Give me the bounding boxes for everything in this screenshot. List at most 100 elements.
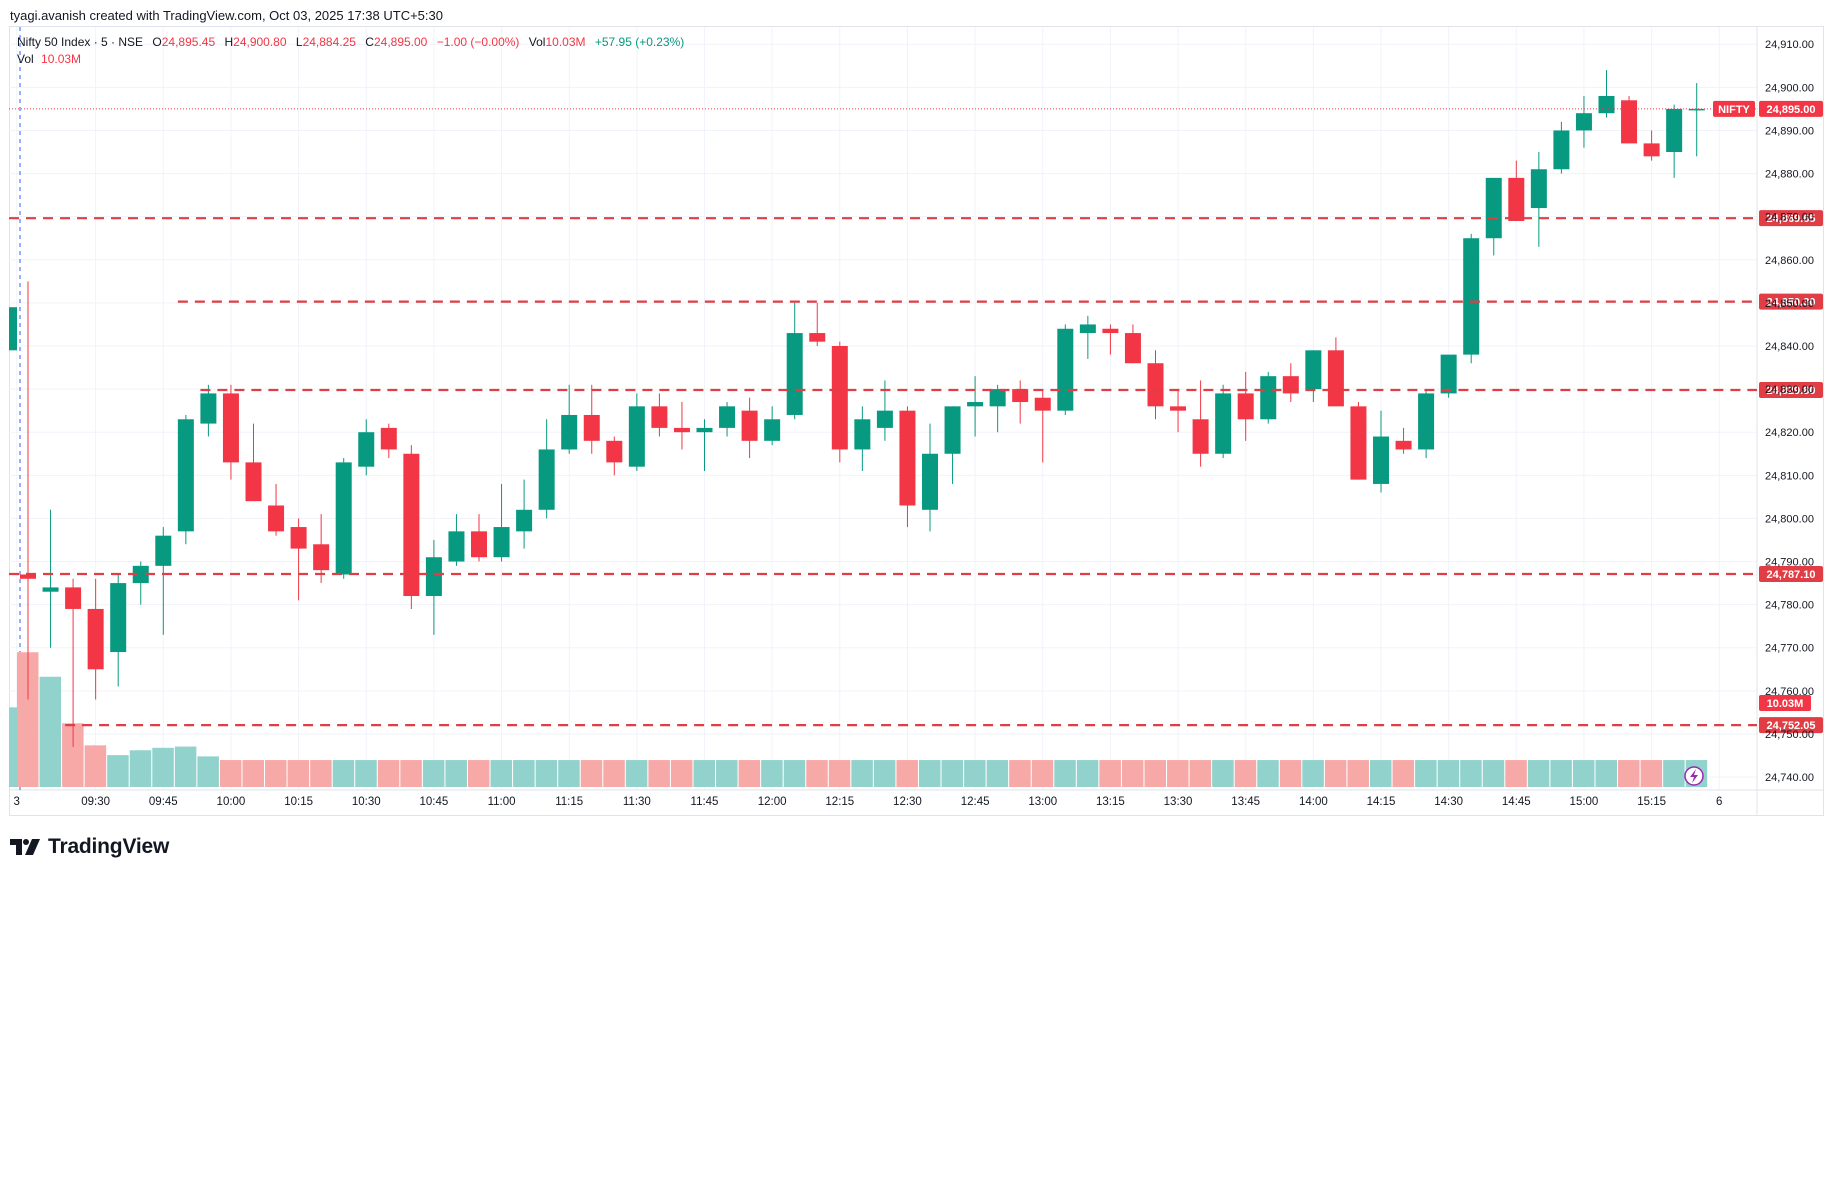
candle-body[interactable]	[177, 419, 194, 532]
candle-body[interactable]	[403, 453, 420, 597]
chart-frame[interactable]	[9, 26, 1824, 816]
volume-bar	[828, 760, 851, 787]
candle-body[interactable]	[583, 414, 600, 441]
price-tick-label: 24,780.00	[1765, 600, 1814, 612]
candle-body[interactable]	[651, 406, 668, 428]
candle-body[interactable]	[1237, 393, 1254, 420]
volume-study-label[interactable]: Vol	[17, 52, 34, 66]
volume-bar	[1618, 760, 1640, 787]
candle-body[interactable]	[290, 527, 307, 549]
tradingview-brand[interactable]: TradingView	[10, 835, 169, 859]
candle-body[interactable]	[1688, 108, 1705, 111]
candle-body[interactable]	[1079, 324, 1096, 334]
candle-body[interactable]	[1575, 113, 1592, 131]
candle-body[interactable]	[989, 389, 1006, 407]
candle-body[interactable]	[335, 462, 352, 575]
candle-body[interactable]	[538, 449, 555, 510]
candle-body[interactable]	[628, 406, 645, 467]
candle-body[interactable]	[786, 333, 803, 415]
candle-body[interactable]	[967, 402, 984, 407]
candle-body[interactable]	[358, 432, 375, 467]
candle-body[interactable]	[741, 410, 758, 441]
candle-body[interactable]	[313, 544, 330, 571]
candle-body[interactable]	[1215, 393, 1232, 454]
candle-body[interactable]	[1508, 177, 1525, 221]
legend-symbol[interactable]: Nifty 50 Index · 5 · NSE	[17, 35, 144, 49]
attribution-text: tyagi.avanish created with TradingView.c…	[10, 8, 443, 23]
candle-body[interactable]	[1147, 363, 1164, 407]
candle-body[interactable]	[899, 410, 916, 506]
candle-body[interactable]	[1260, 376, 1277, 420]
candle-body[interactable]	[1350, 406, 1367, 480]
volume-bar	[1324, 760, 1347, 787]
candle-body[interactable]	[1012, 389, 1029, 403]
candle-body[interactable]	[245, 462, 262, 502]
candle-body[interactable]	[87, 608, 104, 670]
candle-body[interactable]	[1463, 238, 1480, 355]
candle-body[interactable]	[1530, 169, 1547, 209]
volume-bar	[896, 760, 918, 787]
candle-body[interactable]	[200, 393, 217, 424]
volume-bar	[1076, 760, 1099, 787]
volume-bar	[242, 760, 264, 787]
price-level-label: 24,850.30	[1767, 297, 1816, 309]
time-tick-label: 11:00	[488, 796, 516, 808]
candle-body[interactable]	[1643, 143, 1660, 157]
candle-body[interactable]	[561, 414, 578, 450]
candle-body[interactable]	[222, 393, 239, 463]
price-tick-label: 24,810.00	[1765, 470, 1814, 482]
candle-body[interactable]	[65, 587, 82, 609]
volume-bar	[806, 760, 828, 787]
candle-body[interactable]	[831, 345, 848, 450]
candle-body[interactable]	[944, 406, 961, 454]
candle-body[interactable]	[1057, 328, 1074, 411]
candle-body[interactable]	[425, 557, 442, 597]
chart-canvas[interactable]: 24,869.6524,850.3024,829.8024,787.1024,7…	[0, 0, 1835, 900]
candle-body[interactable]	[1666, 108, 1683, 153]
candle-body[interactable]	[132, 565, 149, 584]
candle-body[interactable]	[922, 453, 938, 510]
price-level-tag	[1759, 717, 1823, 734]
candle-body[interactable]	[268, 505, 285, 532]
candle-body[interactable]	[876, 410, 893, 428]
candle-body[interactable]	[1170, 406, 1187, 411]
candle-body[interactable]	[1395, 440, 1412, 450]
candle-body[interactable]	[1327, 350, 1344, 407]
price-level-tag	[1759, 566, 1823, 583]
candle-body[interactable]	[1124, 333, 1141, 364]
candle-body[interactable]	[493, 527, 510, 558]
candle-body[interactable]	[764, 419, 781, 441]
volume-bar	[1189, 760, 1212, 787]
candle-body[interactable]	[471, 531, 487, 558]
volume-bar	[625, 760, 648, 787]
candle-body[interactable]	[696, 427, 713, 433]
candle-body[interactable]	[1192, 419, 1209, 454]
candle-body[interactable]	[1598, 95, 1615, 114]
candle-body[interactable]	[719, 406, 736, 428]
candle-body[interactable]	[1034, 397, 1051, 411]
candle-body[interactable]	[1440, 354, 1457, 394]
candle-body[interactable]	[380, 427, 397, 450]
legend-vol-value: 10.03M	[545, 35, 586, 49]
candle-body[interactable]	[854, 419, 871, 450]
time-tick-label: 10:45	[420, 796, 449, 808]
candle-body[interactable]	[1102, 328, 1119, 334]
candle-body[interactable]	[1553, 130, 1570, 170]
time-tick-label: 13:45	[1231, 796, 1260, 808]
last-price-label: 24,895.00	[1767, 104, 1816, 116]
candle-body[interactable]	[1485, 177, 1502, 239]
candle-body[interactable]	[1305, 350, 1322, 390]
candle-body[interactable]	[516, 509, 533, 532]
candle-body[interactable]	[673, 427, 690, 433]
candle-body[interactable]	[1621, 100, 1638, 144]
candle-body[interactable]	[448, 531, 465, 562]
candle-body[interactable]	[1373, 436, 1389, 484]
candle-body[interactable]	[809, 333, 826, 342]
candle-body[interactable]	[606, 440, 623, 463]
candle-body[interactable]	[42, 587, 59, 592]
candle-body[interactable]	[20, 574, 36, 579]
volume-bar	[1460, 760, 1482, 787]
candle-body[interactable]	[110, 583, 127, 653]
candle-body[interactable]	[1418, 393, 1435, 450]
candle-body[interactable]	[155, 535, 172, 566]
